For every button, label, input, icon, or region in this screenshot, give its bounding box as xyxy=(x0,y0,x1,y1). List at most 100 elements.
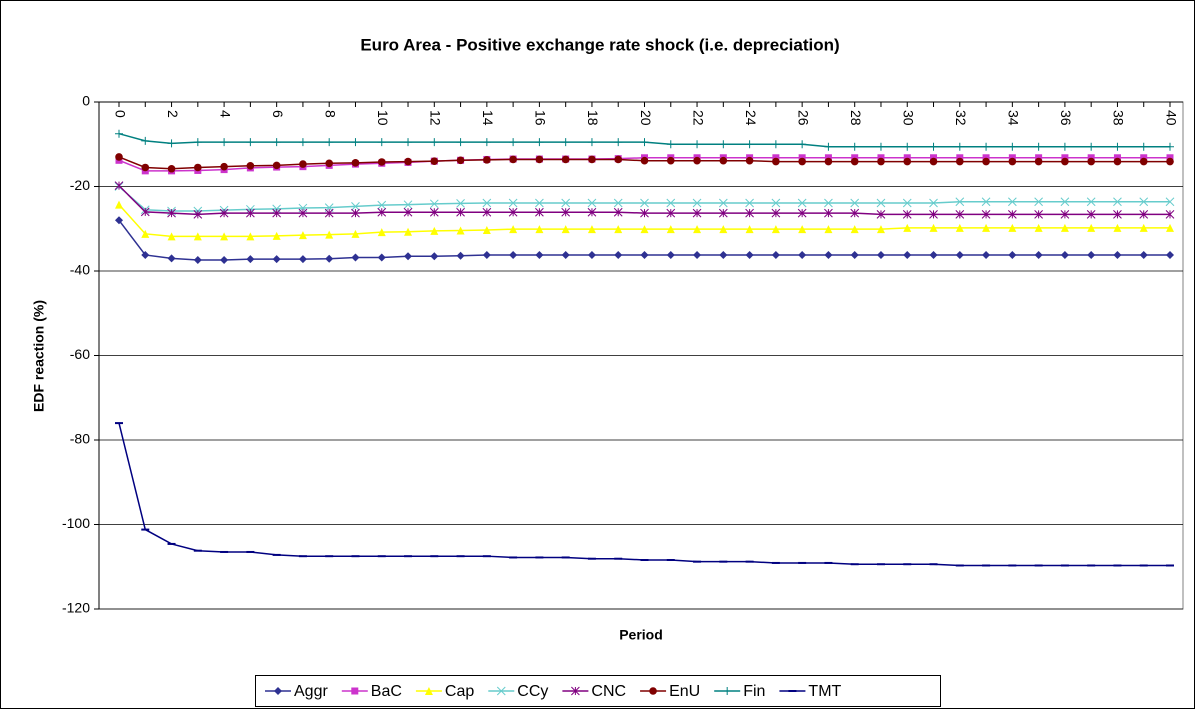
point xyxy=(1034,250,1043,259)
point xyxy=(325,254,334,263)
x-tick-label: 20 xyxy=(638,110,654,126)
y-tick-label: -100 xyxy=(62,515,90,531)
point xyxy=(797,208,807,218)
point xyxy=(298,138,307,147)
point xyxy=(508,198,518,208)
point xyxy=(956,157,964,166)
point xyxy=(377,138,386,147)
point xyxy=(640,208,649,218)
point xyxy=(324,208,334,218)
point xyxy=(456,251,465,260)
point xyxy=(298,231,307,240)
point xyxy=(877,154,885,162)
point xyxy=(719,156,728,165)
point xyxy=(325,230,334,239)
point xyxy=(666,198,676,208)
point xyxy=(771,198,781,208)
point xyxy=(903,157,912,166)
point xyxy=(508,207,518,217)
point xyxy=(772,154,780,162)
x-tick-label: 38 xyxy=(1111,110,1127,126)
point xyxy=(1060,210,1070,219)
point xyxy=(404,252,413,261)
point xyxy=(141,163,150,172)
point xyxy=(1060,197,1070,207)
x-tick-label: 2 xyxy=(165,110,181,118)
point xyxy=(1113,250,1122,259)
point xyxy=(1113,197,1122,207)
point xyxy=(981,210,991,219)
legend-marker xyxy=(274,687,282,695)
point xyxy=(1087,250,1096,259)
point xyxy=(1113,210,1122,219)
point xyxy=(141,250,150,259)
y-tick-label: -120 xyxy=(62,600,90,616)
x-tick-label: 14 xyxy=(480,110,496,126)
point xyxy=(798,154,806,162)
point xyxy=(1007,210,1017,219)
point xyxy=(509,250,518,259)
point xyxy=(719,140,728,149)
point xyxy=(824,157,833,166)
legend-label: CCy xyxy=(517,683,548,700)
point xyxy=(824,225,833,234)
point xyxy=(982,250,991,259)
point xyxy=(1008,157,1017,166)
point xyxy=(1061,157,1069,166)
point xyxy=(429,199,439,209)
x-tick-label: 6 xyxy=(270,110,286,118)
point xyxy=(167,164,176,173)
point xyxy=(377,200,387,210)
x-tick-label: 26 xyxy=(795,110,811,126)
point xyxy=(561,225,570,234)
point xyxy=(1166,223,1174,232)
point xyxy=(693,156,701,165)
point xyxy=(745,156,754,165)
point xyxy=(771,225,780,234)
point xyxy=(745,250,754,259)
point xyxy=(1139,210,1149,219)
point xyxy=(272,208,282,218)
point xyxy=(272,231,281,240)
point xyxy=(1060,142,1069,151)
point xyxy=(561,207,571,217)
point xyxy=(850,208,860,218)
point xyxy=(403,207,413,217)
x-tick-label: 0 xyxy=(112,110,128,118)
point xyxy=(246,138,255,147)
point xyxy=(876,250,885,259)
point xyxy=(903,250,912,259)
point xyxy=(903,154,911,162)
point xyxy=(141,229,150,238)
point xyxy=(561,138,570,147)
point xyxy=(1060,250,1069,259)
point xyxy=(929,223,938,232)
point xyxy=(272,255,281,264)
point xyxy=(745,140,754,149)
point xyxy=(719,250,728,259)
point xyxy=(876,210,886,219)
point xyxy=(982,223,991,232)
legend-label: CNC xyxy=(591,683,626,700)
point xyxy=(693,250,702,259)
point xyxy=(140,207,150,217)
point xyxy=(1166,154,1174,162)
point xyxy=(877,157,885,166)
point xyxy=(430,157,439,165)
point xyxy=(614,225,623,234)
point xyxy=(1008,154,1016,162)
legend-box xyxy=(255,675,941,707)
point xyxy=(1061,154,1069,162)
legend-label: TMT xyxy=(808,683,841,700)
point xyxy=(798,250,807,259)
point xyxy=(824,142,833,151)
point xyxy=(298,255,307,264)
point xyxy=(1008,142,1017,151)
point xyxy=(1034,157,1043,166)
point xyxy=(193,232,202,241)
point xyxy=(535,225,544,234)
point xyxy=(850,157,859,166)
point xyxy=(561,198,571,208)
point xyxy=(588,155,596,164)
